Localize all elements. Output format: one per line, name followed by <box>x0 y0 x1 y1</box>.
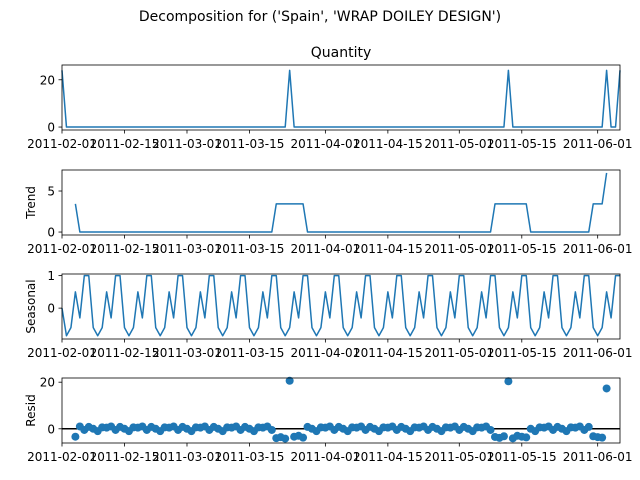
seasonal-xtick-label: 2011-04-15 <box>353 346 423 360</box>
seasonal-xtick-label: 2011-04-01 <box>291 346 361 360</box>
observed-ytick-label: 0 <box>47 121 55 135</box>
trend-xtick-label: 2011-05-15 <box>487 242 557 256</box>
trend-ylabel: Trend <box>24 186 38 220</box>
trend-xtick-label: 2011-06-01 <box>563 242 633 256</box>
trend-xtick-label: 2011-03-01 <box>152 242 222 256</box>
resid-point <box>71 432 80 441</box>
resid-point <box>499 432 508 441</box>
resid-point <box>267 425 276 434</box>
figure-title: Decomposition for ('Spain', 'WRAP DOILEY… <box>139 9 501 25</box>
trend-xtick-label: 2011-04-15 <box>353 242 423 256</box>
resid-point <box>281 434 290 443</box>
seasonal-series-line <box>61 274 620 337</box>
trend-series-line <box>74 172 608 233</box>
resid-point <box>285 376 294 385</box>
panel-seasonal <box>58 273 621 343</box>
seasonal-xtick-label: 2011-02-15 <box>90 346 160 360</box>
resid-point <box>299 433 308 442</box>
observed-xtick-label: 2011-05-15 <box>487 137 557 151</box>
resid-ytick-label: 0 <box>47 422 55 436</box>
resid-point <box>598 433 607 442</box>
observed-series-line <box>61 69 621 128</box>
resid-xtick-label: 2011-03-15 <box>215 450 285 464</box>
trend-ytick-label: 5 <box>47 185 55 199</box>
observed-axes-frame <box>61 64 621 131</box>
resid-xtick-label: 2011-05-01 <box>424 450 494 464</box>
resid-xtick-label: 2011-05-15 <box>487 450 557 464</box>
resid-point <box>584 422 593 431</box>
seasonal-axes-frame <box>61 273 621 340</box>
seasonal-xtick-label: 2011-02-01 <box>27 346 97 360</box>
observed-xtick-label: 2011-04-01 <box>291 137 361 151</box>
panels: 0202011-02-012011-02-152011-03-012011-03… <box>24 45 633 464</box>
observed-ytick-label: 20 <box>40 73 55 87</box>
resid-ytick-label: 20 <box>40 376 55 390</box>
resid-axes-frame <box>61 377 621 444</box>
resid-xtick-label: 2011-02-15 <box>90 450 160 464</box>
trend-xtick-label: 2011-02-01 <box>27 242 97 256</box>
panel-trend <box>58 169 621 239</box>
seasonal-xtick-label: 2011-05-01 <box>424 346 494 360</box>
trend-xtick-label: 2011-05-01 <box>424 242 494 256</box>
seasonal-xtick-label: 2011-05-15 <box>487 346 557 360</box>
panel-observed <box>58 64 621 134</box>
trend-xtick-label: 2011-04-01 <box>291 242 361 256</box>
resid-xtick-label: 2011-06-01 <box>563 450 633 464</box>
trend-xtick-label: 2011-03-15 <box>215 242 285 256</box>
observed-xtick-label: 2011-02-01 <box>27 137 97 151</box>
seasonal-xtick-label: 2011-06-01 <box>563 346 633 360</box>
seasonal-ytick-label: 1 <box>47 269 55 283</box>
observed-panel-title: Quantity <box>311 45 372 61</box>
observed-xtick-label: 2011-06-01 <box>563 137 633 151</box>
resid-ylabel: Resid <box>24 394 38 426</box>
resid-point <box>522 433 531 442</box>
resid-xtick-label: 2011-03-01 <box>152 450 222 464</box>
trend-axes-frame <box>61 169 621 236</box>
seasonal-ylabel: Seasonal <box>24 279 38 333</box>
resid-point <box>504 377 513 386</box>
resid-point <box>486 425 495 434</box>
trend-xtick-label: 2011-02-15 <box>90 242 160 256</box>
resid-xtick-label: 2011-04-01 <box>291 450 361 464</box>
observed-xtick-label: 2011-03-15 <box>215 137 285 151</box>
resid-xtick-label: 2011-02-01 <box>27 450 97 464</box>
seasonal-xtick-label: 2011-03-15 <box>215 346 285 360</box>
observed-xtick-label: 2011-03-01 <box>152 137 222 151</box>
seasonal-ytick-label: 0 <box>47 302 55 316</box>
resid-xtick-label: 2011-04-15 <box>353 450 423 464</box>
resid-point <box>602 384 611 393</box>
panel-resid <box>58 376 621 447</box>
trend-ytick-label: 0 <box>47 226 55 240</box>
observed-xtick-label: 2011-05-01 <box>424 137 494 151</box>
seasonal-xtick-label: 2011-03-01 <box>152 346 222 360</box>
observed-xtick-label: 2011-04-15 <box>353 137 423 151</box>
observed-xtick-label: 2011-02-15 <box>90 137 160 151</box>
